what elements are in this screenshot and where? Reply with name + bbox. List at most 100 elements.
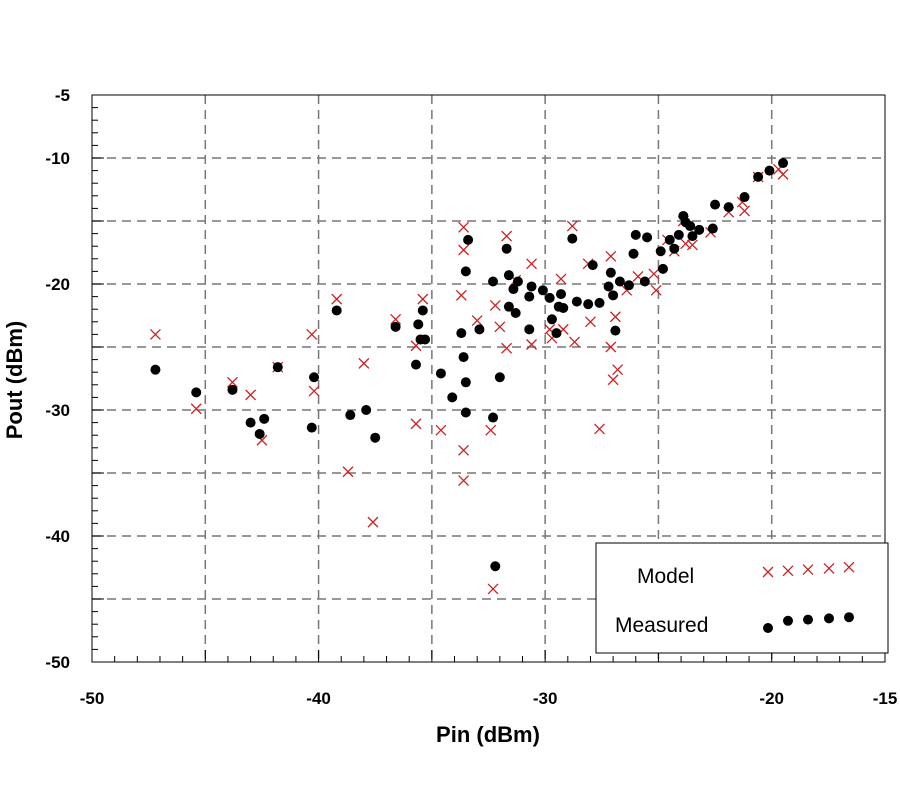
measured-point xyxy=(512,276,523,287)
measured-point xyxy=(764,165,775,176)
measured-point xyxy=(778,158,789,169)
x-tick-label: -30 xyxy=(533,689,558,708)
series-measured xyxy=(150,158,789,637)
model-point xyxy=(458,475,470,487)
measured-point xyxy=(191,387,202,398)
measured-point xyxy=(272,362,283,373)
legend-marker-circle xyxy=(824,613,834,624)
measured-point xyxy=(254,428,265,439)
tick-labels: -50 -40 -30 -20 -15 -5 -10 -20 -30 -40 -50 xyxy=(45,86,897,708)
model-point xyxy=(605,250,617,262)
measured-point xyxy=(435,368,446,379)
measured-point xyxy=(524,291,535,302)
model-point xyxy=(417,293,429,305)
measured-point xyxy=(603,281,614,292)
measured-point xyxy=(488,276,499,287)
measured-point xyxy=(753,171,764,182)
measured-point xyxy=(587,260,598,271)
model-point xyxy=(609,311,621,323)
measured-point xyxy=(558,302,569,313)
measured-point xyxy=(556,289,567,300)
legend-marker-x xyxy=(843,561,855,573)
measured-point xyxy=(490,561,501,572)
y-tick-label: -5 xyxy=(55,86,70,105)
y-tick-label: -50 xyxy=(45,653,70,672)
measured-point xyxy=(639,276,650,287)
measured-point xyxy=(605,267,616,278)
model-point xyxy=(471,315,483,326)
measured-point xyxy=(306,422,317,433)
model-point xyxy=(680,238,692,250)
measured-point xyxy=(655,246,666,257)
model-point xyxy=(485,424,497,436)
measured-point xyxy=(410,359,421,370)
measured-point xyxy=(608,290,619,301)
measured-point xyxy=(227,384,238,395)
y-axis-title: Pout (dBm) xyxy=(2,321,27,440)
model-point xyxy=(494,321,506,333)
y-tick-label: -10 xyxy=(45,149,70,168)
measured-point xyxy=(642,232,653,243)
model-point xyxy=(190,403,202,415)
measured-point xyxy=(669,243,680,254)
model-point xyxy=(605,341,617,353)
model-point xyxy=(308,385,320,397)
model-point xyxy=(555,273,567,285)
measured-point xyxy=(630,229,641,240)
measured-point xyxy=(390,321,401,332)
model-point xyxy=(458,221,470,233)
measured-point xyxy=(694,224,705,235)
measured-point xyxy=(544,292,555,303)
measured-point xyxy=(331,305,342,316)
legend-marker-circle xyxy=(763,623,773,633)
measured-point xyxy=(456,328,467,339)
measured-point xyxy=(594,297,605,308)
model-point xyxy=(227,376,238,388)
model-point xyxy=(358,357,370,369)
model-point xyxy=(487,583,499,595)
measured-point xyxy=(488,412,499,423)
measured-point xyxy=(583,299,594,310)
legend: Model Measured xyxy=(595,542,889,654)
x-tick-label: -40 xyxy=(306,689,331,708)
measured-point xyxy=(245,417,256,428)
measured-point xyxy=(710,199,721,210)
model-point xyxy=(435,424,447,436)
measured-point xyxy=(739,192,750,203)
measured-point xyxy=(460,407,471,418)
measured-point xyxy=(524,324,535,335)
model-point xyxy=(390,313,402,325)
measured-point xyxy=(664,234,675,245)
measured-point xyxy=(345,410,356,421)
legend-marker-x xyxy=(762,566,774,578)
model-point xyxy=(777,168,789,180)
measured-point xyxy=(546,314,557,325)
model-point xyxy=(526,339,538,350)
legend-marker-x xyxy=(782,565,794,577)
model-point xyxy=(489,299,501,311)
measured-point xyxy=(628,248,639,259)
model-point xyxy=(594,423,605,435)
measured-point xyxy=(623,280,634,291)
measured-point xyxy=(150,364,161,375)
x-tick-label: -50 xyxy=(80,689,105,708)
measured-point xyxy=(458,352,469,363)
measured-point xyxy=(614,276,625,287)
x-tick-label: -15 xyxy=(873,689,898,708)
measured-point xyxy=(370,432,381,443)
measured-point xyxy=(447,392,458,403)
model-point xyxy=(686,239,698,251)
measured-point xyxy=(687,231,698,242)
model-point xyxy=(245,389,257,401)
measured-point xyxy=(673,229,684,240)
data-points xyxy=(149,158,789,637)
measured-point xyxy=(309,372,320,383)
legend-box xyxy=(595,542,889,654)
measured-point xyxy=(420,334,431,345)
y-tick-label: -20 xyxy=(45,275,70,294)
model-point xyxy=(612,364,624,376)
measured-point xyxy=(361,405,372,415)
model-point xyxy=(410,418,422,430)
measured-point xyxy=(571,296,582,307)
model-point xyxy=(342,466,354,478)
